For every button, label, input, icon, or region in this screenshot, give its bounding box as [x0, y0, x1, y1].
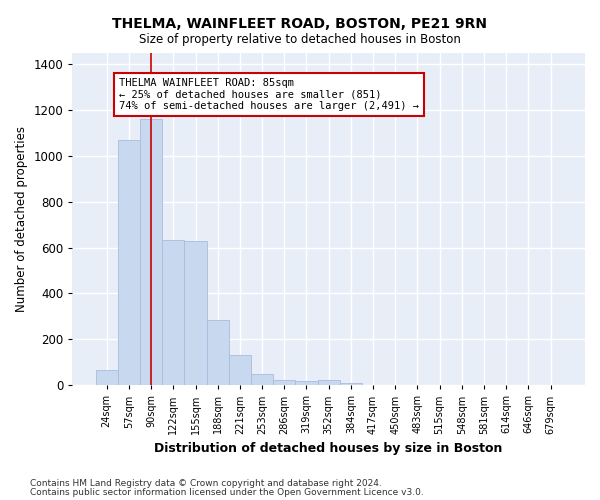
- Bar: [295, 381, 317, 386]
- Bar: [162, 240, 184, 386]
- Bar: [206, 320, 229, 386]
- Bar: [184, 240, 206, 386]
- Text: Contains public sector information licensed under the Open Government Licence v3: Contains public sector information licen…: [30, 488, 424, 497]
- X-axis label: Distribution of detached houses by size in Boston: Distribution of detached houses by size …: [154, 442, 503, 455]
- Bar: [140, 119, 162, 386]
- Text: Contains HM Land Registry data © Crown copyright and database right 2024.: Contains HM Land Registry data © Crown c…: [30, 479, 382, 488]
- Bar: [95, 370, 118, 386]
- Text: Size of property relative to detached houses in Boston: Size of property relative to detached ho…: [139, 32, 461, 46]
- Bar: [251, 374, 273, 386]
- Text: THELMA WAINFLEET ROAD: 85sqm
← 25% of detached houses are smaller (851)
74% of s: THELMA WAINFLEET ROAD: 85sqm ← 25% of de…: [119, 78, 419, 111]
- Y-axis label: Number of detached properties: Number of detached properties: [15, 126, 28, 312]
- Bar: [317, 380, 340, 386]
- Text: THELMA, WAINFLEET ROAD, BOSTON, PE21 9RN: THELMA, WAINFLEET ROAD, BOSTON, PE21 9RN: [113, 18, 487, 32]
- Bar: [340, 382, 362, 386]
- Bar: [118, 140, 140, 386]
- Bar: [229, 356, 251, 386]
- Bar: [273, 380, 295, 386]
